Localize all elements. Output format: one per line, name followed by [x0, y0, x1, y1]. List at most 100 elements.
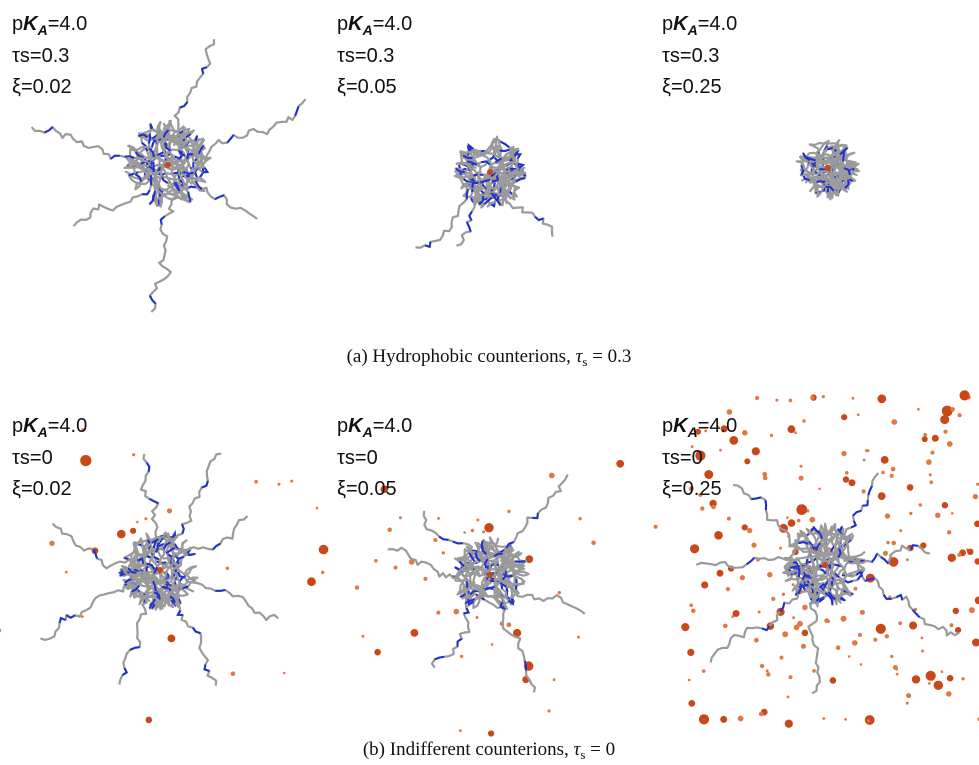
counterion [727, 517, 731, 521]
caption-text: (b) Indifferent counterions, [363, 739, 574, 760]
counterion [482, 530, 485, 533]
counterion [943, 430, 947, 434]
counterion [463, 531, 466, 534]
counterion [688, 679, 691, 682]
counterion [442, 551, 445, 554]
counterion [809, 517, 815, 523]
counterion [507, 510, 510, 513]
tau-label: τs=0.3 [337, 45, 394, 67]
charged-segment [150, 124, 152, 129]
counterion [727, 409, 733, 415]
counterion [758, 611, 761, 614]
charged-segment [130, 647, 140, 650]
charged-segment [111, 156, 120, 159]
charged-segment [747, 558, 755, 565]
counterion [711, 505, 715, 509]
pka-a: A [37, 424, 48, 440]
labels: pKA=4.0τs=0.3ξ=0.02pKA=4.0τs=0.3ξ=0.05pK… [12, 13, 737, 762]
counterion [802, 630, 809, 637]
counterion [848, 655, 851, 658]
counterion [926, 459, 932, 465]
tau-label: τs=0 [12, 447, 53, 469]
counterion [454, 609, 460, 615]
counterion [476, 519, 479, 522]
counterion [860, 663, 863, 666]
pka-value: =4.0 [698, 415, 737, 437]
charged-segment [195, 136, 197, 141]
counterion [802, 605, 808, 611]
counterion [822, 395, 825, 398]
counterion [883, 551, 888, 556]
charged-segment [911, 545, 918, 550]
counterion [941, 670, 944, 673]
counterion [800, 465, 803, 468]
counterion [958, 413, 962, 417]
caption: (a) Hydrophobic counterions, τs = 0.3 [347, 346, 632, 369]
counterion [699, 714, 709, 724]
charged-segment [435, 657, 445, 660]
pka-p: p [662, 415, 673, 437]
counterion [975, 597, 979, 605]
charged-segment [872, 554, 877, 562]
pka-a: A [687, 22, 698, 38]
charged-segment [150, 296, 156, 304]
counterion [387, 528, 392, 533]
counterion [689, 604, 693, 608]
counterion [857, 413, 860, 416]
counterion [851, 397, 854, 400]
xi-label: ξ=0.05 [337, 76, 397, 98]
counterion [254, 480, 258, 484]
counterion [922, 436, 928, 442]
counterion [691, 609, 696, 614]
counterion [321, 571, 324, 574]
pka-p: p [12, 415, 23, 437]
core-ion [825, 165, 831, 171]
counterion [283, 672, 286, 675]
counterion [754, 638, 759, 643]
charged-segment [532, 513, 538, 518]
charged-segment [881, 557, 889, 564]
counterion [701, 581, 708, 588]
charged-segment [913, 610, 920, 617]
tau-label: τs=0 [337, 447, 378, 469]
counterion [290, 480, 293, 483]
counterion [361, 635, 364, 638]
charged-segment [464, 608, 469, 613]
counterion [973, 494, 978, 499]
counterion [729, 436, 738, 445]
counterion [906, 558, 909, 561]
counterion [714, 531, 723, 540]
xi-label: ξ=0.05 [337, 478, 397, 500]
counterion [867, 719, 870, 722]
charged-segment [202, 67, 207, 74]
counterion [690, 544, 699, 553]
caption: (b) Indifferent counterions, τs = 0 [363, 739, 615, 762]
counterion [742, 524, 748, 530]
counterion [687, 649, 694, 656]
counterion [881, 456, 889, 464]
counterion [775, 399, 778, 402]
counterion [226, 567, 229, 570]
core-ion [822, 562, 828, 568]
pka-label: pKA=4.0 [12, 415, 87, 440]
counterion [940, 415, 949, 424]
counterion [460, 655, 463, 658]
counterion [858, 633, 862, 637]
counterion [785, 720, 793, 728]
charged-segment [205, 665, 210, 672]
pka-label: pKA=4.0 [662, 13, 737, 38]
counterion [65, 571, 68, 574]
charged-segment [182, 524, 184, 534]
counterion [766, 669, 769, 672]
pka-label: pKA=4.0 [662, 415, 737, 440]
counterion [738, 716, 744, 722]
counterion [132, 453, 135, 456]
counterion [921, 637, 924, 640]
counterion [681, 623, 689, 631]
counterion [471, 529, 474, 532]
counterion [906, 693, 911, 698]
counterion [932, 435, 939, 442]
counterion [130, 528, 136, 534]
counterion [136, 521, 139, 524]
counterion [766, 672, 770, 676]
